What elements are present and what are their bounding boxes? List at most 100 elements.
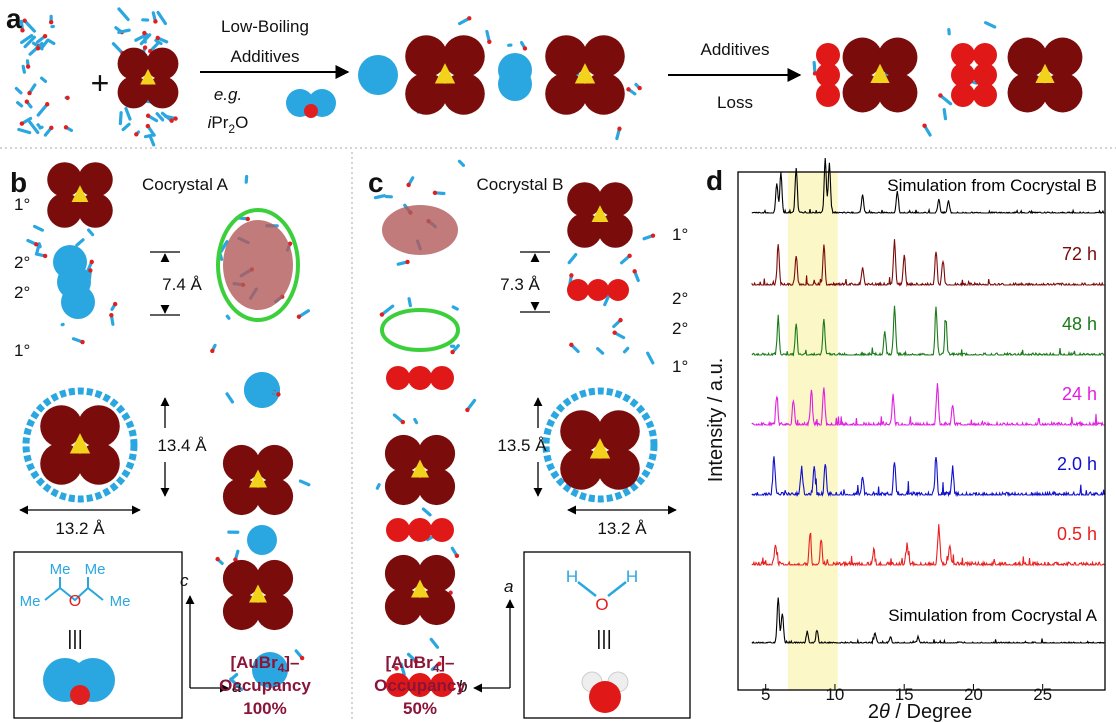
sphere xyxy=(607,279,629,301)
bond xyxy=(23,66,24,72)
sphere xyxy=(587,279,609,301)
oxygen xyxy=(43,254,47,258)
oxygen xyxy=(20,121,24,125)
bond xyxy=(38,125,39,126)
bond xyxy=(409,299,410,306)
distance: 13.2 Å xyxy=(55,519,105,538)
trace-label: 72 h xyxy=(1062,244,1097,264)
oxygen xyxy=(70,685,90,705)
bond xyxy=(19,130,30,133)
bond xyxy=(986,23,995,27)
figure: a + Low-Boiling Additives e.g. iPr2O Add… xyxy=(0,0,1116,722)
oxygen xyxy=(433,191,437,195)
oxygen xyxy=(25,99,29,103)
oxygen xyxy=(406,183,410,187)
rim-label: 1° xyxy=(14,195,30,214)
arrow-text: Additives xyxy=(231,47,300,66)
oxygen xyxy=(401,420,405,424)
ion: [AuBr xyxy=(230,653,278,672)
x-axis-label: 2θ / Degree xyxy=(868,701,972,722)
trace-label: 48 h xyxy=(1062,314,1097,334)
sphere xyxy=(430,366,454,390)
rim-label: 1° xyxy=(672,357,688,376)
group: Me xyxy=(85,561,106,578)
sphere xyxy=(247,525,277,555)
distance: 7.3 Å xyxy=(500,275,540,294)
distance: 13.5 Å xyxy=(497,436,547,455)
rim-label: 1° xyxy=(14,341,30,360)
bond xyxy=(453,307,457,309)
surface xyxy=(382,310,458,350)
oxygen xyxy=(36,46,40,50)
oxygen xyxy=(300,656,304,660)
oxygen xyxy=(523,46,527,50)
ion: ]– xyxy=(439,653,454,672)
rim-label: 2° xyxy=(672,319,688,338)
oxygen xyxy=(80,340,84,344)
oxygen xyxy=(450,350,454,354)
highlight xyxy=(788,172,838,690)
sphere xyxy=(973,83,997,107)
x-label-part: θ xyxy=(879,701,890,722)
oxygen xyxy=(169,119,173,123)
arrow-text: Loss xyxy=(717,93,753,112)
x-label-part: / Degree xyxy=(890,701,972,722)
rim-label: 2° xyxy=(14,283,30,302)
oxygen xyxy=(113,302,117,306)
oxygen xyxy=(146,124,150,128)
bond xyxy=(18,103,22,106)
oxygen xyxy=(589,681,621,713)
bond xyxy=(120,113,121,124)
oxygen xyxy=(246,217,250,221)
oxygen xyxy=(146,114,150,118)
panel-title: Cocrystal A xyxy=(142,175,229,194)
x-tick-label: 5 xyxy=(761,685,770,704)
oxygen xyxy=(90,260,94,264)
bond xyxy=(119,9,128,20)
bond xyxy=(569,255,576,263)
trace-label: Simulation from Cocrystal A xyxy=(888,606,1097,625)
group: Me xyxy=(110,593,131,610)
axes-arrows xyxy=(190,596,228,688)
axis-label: a xyxy=(504,577,513,596)
sphere xyxy=(408,518,432,542)
ion: ]– xyxy=(284,653,299,672)
bond xyxy=(151,138,154,145)
oxygen xyxy=(65,96,69,100)
oxygen xyxy=(455,554,459,558)
oxygen xyxy=(43,34,47,38)
oxygen xyxy=(467,16,471,20)
trace-label: 0.5 h xyxy=(1057,524,1097,544)
sphere xyxy=(61,285,95,319)
oxygen xyxy=(49,20,53,24)
trace-label: 24 h xyxy=(1062,384,1097,404)
occupancy: Occupancy xyxy=(374,676,466,695)
distance: 13.4 Å xyxy=(157,436,207,455)
rim-label: 1° xyxy=(672,225,688,244)
group: Me xyxy=(50,561,71,578)
sphere xyxy=(498,67,532,101)
bond xyxy=(944,110,945,119)
solvent-part: Pr xyxy=(211,113,228,132)
oxygen xyxy=(49,126,53,130)
oxygen xyxy=(153,19,157,23)
sphere xyxy=(430,518,454,542)
atom: O xyxy=(595,595,608,614)
bond xyxy=(227,316,229,318)
bond xyxy=(30,122,38,132)
oxygen xyxy=(34,242,38,246)
cyclodextrin xyxy=(16,78,71,135)
example: e.g. xyxy=(214,85,242,104)
oxygen xyxy=(26,64,30,68)
oxygen xyxy=(88,268,92,272)
oxygen xyxy=(651,233,655,237)
equivalence: ||| xyxy=(596,628,612,650)
x-tick-label: 25 xyxy=(1033,685,1052,704)
oxygen xyxy=(487,40,491,44)
bond xyxy=(126,109,130,120)
x-label-part: 2 xyxy=(868,701,879,722)
oxygen xyxy=(618,318,622,322)
water-bonds xyxy=(578,582,626,596)
bond xyxy=(35,226,43,230)
sphere xyxy=(386,518,410,542)
